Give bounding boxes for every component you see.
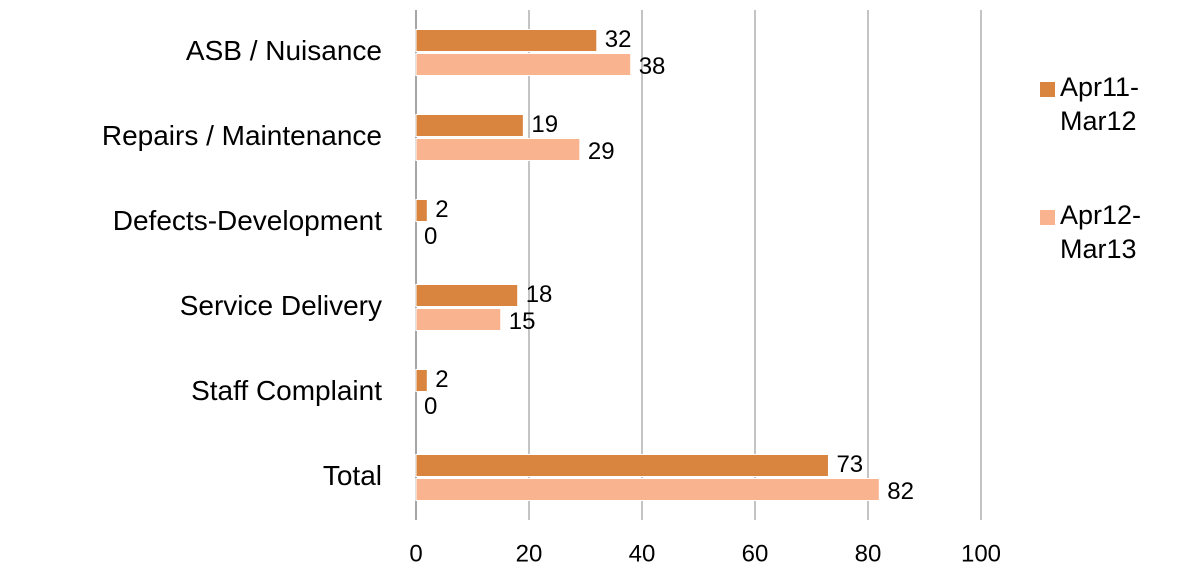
y-tick-label: Repairs / Maintenance: [102, 120, 382, 151]
legend-label: Apr12-Mar13: [1060, 200, 1142, 264]
bar: [415, 199, 428, 222]
legend-swatch: [1040, 82, 1055, 97]
data-label: 29: [588, 138, 615, 165]
x-tick-label: 60: [742, 540, 769, 567]
bar: [415, 308, 502, 331]
y-tick-label: ASB / Nuisance: [186, 35, 382, 66]
data-label: 19: [531, 111, 558, 138]
y-tick-label: Total: [323, 460, 382, 491]
bar: [415, 478, 880, 501]
bar: [415, 53, 632, 76]
x-tick-label: 0: [409, 540, 422, 567]
bar: [415, 114, 524, 137]
data-label: 73: [836, 451, 863, 478]
data-label: 82: [887, 478, 914, 505]
data-label: 0: [424, 393, 437, 420]
y-tick-label: Defects-Development: [113, 205, 382, 236]
x-tick-label: 80: [855, 540, 882, 567]
data-label: 2: [435, 196, 448, 223]
bar: [415, 138, 581, 161]
x-tick-label: 100: [961, 540, 1001, 567]
data-label: 38: [639, 53, 666, 80]
bar: [415, 284, 519, 307]
y-tick-label: Staff Complaint: [191, 375, 382, 406]
x-tick-label: 20: [516, 540, 543, 567]
bar: [415, 454, 829, 477]
y-tick-label: Service Delivery: [180, 290, 382, 321]
data-label: 15: [509, 308, 536, 335]
data-label: 18: [526, 281, 553, 308]
legend-label: Apr11-Mar12: [1060, 72, 1140, 136]
x-tick-label: 40: [629, 540, 656, 567]
legend-swatch: [1040, 210, 1055, 225]
data-label: 32: [605, 26, 632, 53]
bar: [415, 29, 598, 52]
bar: [415, 369, 428, 392]
data-label: 0: [424, 223, 437, 250]
data-label: 2: [435, 366, 448, 393]
